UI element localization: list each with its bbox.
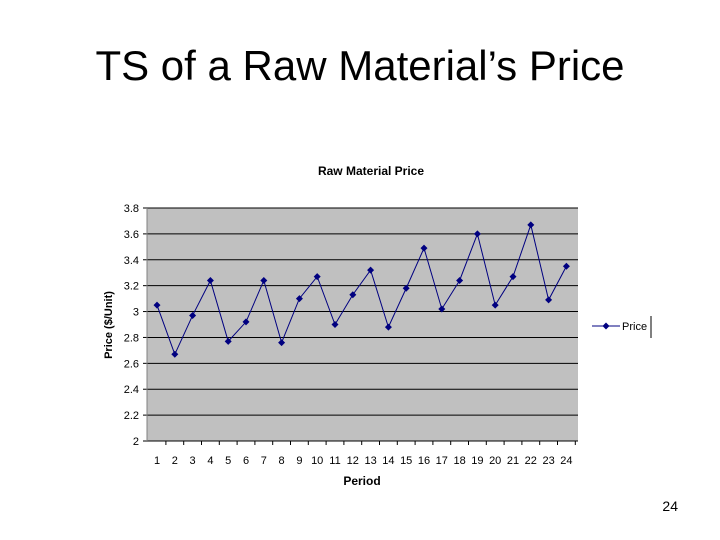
x-tick-label: 6	[243, 455, 249, 467]
data-point	[545, 296, 553, 304]
slide-title: TS of a Raw Material’s Price	[95, 42, 625, 89]
data-point	[331, 321, 339, 328]
x-tick-label: 10	[311, 455, 323, 467]
y-tick-label: 2.8	[124, 332, 139, 344]
y-tick-label: 2.2	[124, 410, 139, 422]
x-tick-label: 5	[225, 455, 231, 467]
page-number: 24	[662, 498, 678, 514]
series-line-price	[156, 223, 567, 356]
y-tick-label: 2.4	[124, 384, 139, 396]
x-tick-label: 15	[400, 455, 412, 467]
x-tick-label: 16	[418, 455, 430, 467]
y-tick-label: 3	[133, 307, 139, 319]
y-tick-label: 3.8	[124, 203, 139, 215]
data-point	[224, 337, 232, 345]
x-tick-label: 8	[279, 455, 285, 467]
x-tick-label: 2	[172, 455, 178, 467]
data-point	[438, 305, 446, 313]
x-tick-label: 22	[525, 455, 537, 467]
data-point	[527, 221, 535, 229]
x-tick-label: 12	[347, 455, 359, 467]
x-tick-label: 9	[296, 455, 302, 467]
y-tick-label: 2.6	[124, 358, 139, 370]
x-tick-label: 4	[207, 455, 213, 467]
data-point	[491, 301, 499, 309]
y-tick-label: 2	[133, 436, 139, 448]
x-tick-label: 1	[154, 455, 160, 467]
chart-title: Raw Material Price	[318, 164, 424, 178]
x-axis-label: Period	[343, 474, 380, 488]
data-point	[189, 311, 197, 319]
data-point	[295, 295, 303, 303]
data-point	[171, 350, 179, 358]
y-tick-label: 3.6	[124, 229, 139, 241]
data-points	[153, 221, 570, 358]
x-tick-label: 20	[489, 455, 501, 467]
x-axis-ticks: 1 2 3 4 5 6 7 8 9 10 11 12 13 14 15 16 17 18 19 20 21 22 23 24	[154, 441, 576, 467]
plot-area	[147, 208, 578, 441]
data-point	[420, 244, 428, 252]
data-point	[509, 273, 517, 281]
x-tick-label: 17	[436, 455, 448, 467]
data-point	[278, 339, 286, 347]
data-point	[456, 276, 464, 284]
y-axis-ticks: 2 2.2 2.4 2.6 2.8 3 3.2 3.4 3.6 3.8	[124, 203, 147, 448]
data-point	[384, 323, 392, 331]
y-tick-label: 3.4	[124, 255, 139, 267]
data-point	[313, 273, 321, 281]
data-point	[260, 276, 268, 284]
data-point	[473, 230, 481, 238]
x-tick-label: 11	[329, 455, 340, 467]
data-point	[562, 262, 570, 270]
data-point	[242, 318, 250, 326]
data-point	[206, 276, 214, 284]
y-axis-label: Price ($/Unit)	[103, 291, 115, 359]
data-point	[402, 284, 410, 292]
x-tick-label: 24	[560, 455, 572, 467]
x-tick-label: 19	[471, 455, 483, 467]
y-tick-label: 3.2	[124, 281, 139, 293]
data-point	[153, 301, 161, 309]
x-tick-label: 18	[453, 455, 465, 467]
x-tick-label: 21	[507, 455, 519, 467]
x-tick-label: 14	[382, 455, 394, 467]
legend: Price	[592, 316, 652, 338]
x-tick-label: 7	[261, 455, 267, 467]
data-point	[367, 266, 375, 274]
x-tick-label: 13	[364, 455, 376, 467]
legend-marker-price	[602, 322, 610, 330]
x-tick-label: 23	[542, 455, 554, 467]
gridlines	[147, 207, 578, 416]
x-tick-label: 3	[190, 455, 196, 467]
legend-label-price: Price	[622, 321, 647, 333]
data-point	[349, 291, 357, 299]
